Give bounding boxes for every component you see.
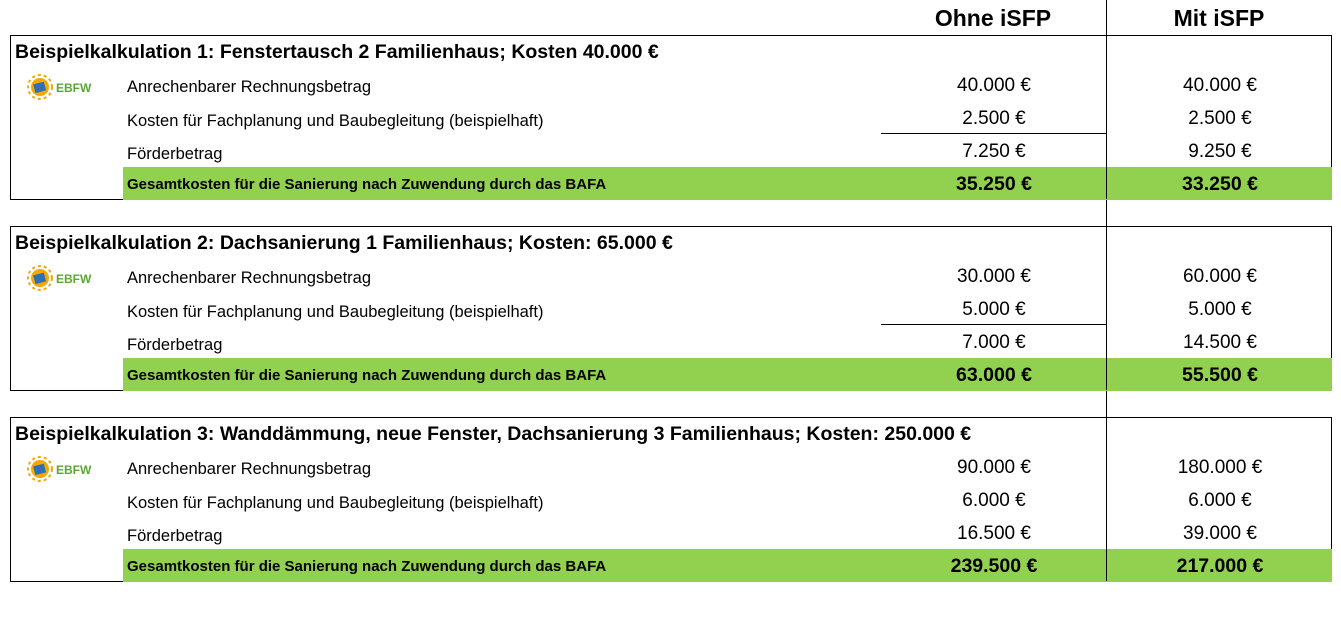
row-label-foerderbetrag: Förderbetrag (127, 145, 223, 163)
ebfw-logo: EBFW (25, 454, 95, 484)
total-ohne: 63.000 € (956, 364, 1032, 386)
value-ohne-foerderbetrag: 7.250 € (962, 141, 1026, 162)
calculation-block-2: Beispielkalkulation 2: Dachsanierung 1 F… (10, 226, 1332, 391)
row-label-fachplanung: Kosten für Fachplanung und Baubegleitung… (127, 303, 544, 321)
value-mit-foerderbetrag: 39.000 € (1183, 523, 1257, 544)
value-ohne-fachplanung: 6.000 € (962, 490, 1026, 511)
gap-divider-1 (1106, 199, 1107, 226)
column-divider-total (1106, 36, 1107, 199)
total-row-highlight (123, 358, 1332, 391)
sun-icon (27, 74, 53, 100)
logo-text: EBFW (56, 463, 92, 477)
calculation-block-1: Beispielkalkulation 1: Fenstertausch 2 F… (10, 35, 1332, 200)
row-label-rechnungsbetrag: Anrechenbarer Rechnungsbetrag (127, 78, 371, 96)
block-title: Beispielkalkulation 1: Fenstertausch 2 F… (15, 41, 659, 63)
value-mit-rechnungsbetrag: 180.000 € (1177, 457, 1263, 478)
value-mit-fachplanung: 5.000 € (1188, 299, 1252, 320)
column-divider-total (1106, 227, 1107, 390)
gap-divider-2 (1106, 390, 1107, 417)
total-label: Gesamtkosten für die Sanierung nach Zuwe… (127, 176, 607, 193)
value-mit-rechnungsbetrag: 60.000 € (1183, 266, 1257, 287)
row-label-rechnungsbetrag: Anrechenbarer Rechnungsbetrag (127, 269, 371, 287)
block-title: Beispielkalkulation 2: Dachsanierung 1 F… (15, 232, 673, 254)
ebfw-logo: EBFW (25, 72, 95, 102)
value-ohne-foerderbetrag: 16.500 € (957, 523, 1031, 544)
sum-line (881, 133, 1107, 134)
sum-line (881, 324, 1107, 325)
total-mit: 55.500 € (1182, 364, 1258, 386)
row-label-fachplanung: Kosten für Fachplanung und Baubegleitung… (127, 494, 544, 512)
column-header-ohne-isfp: Ohne iSFP (934, 5, 1052, 31)
row-label-fachplanung: Kosten für Fachplanung und Baubegleitung… (127, 112, 544, 130)
value-ohne-rechnungsbetrag: 40.000 € (957, 75, 1031, 96)
total-mit: 217.000 € (1176, 555, 1264, 577)
value-ohne-fachplanung: 2.500 € (962, 108, 1026, 129)
row-label-rechnungsbetrag: Anrechenbarer Rechnungsbetrag (127, 460, 371, 478)
block-title: Beispielkalkulation 3: Wanddämmung, neue… (15, 423, 972, 445)
value-mit-rechnungsbetrag: 40.000 € (1183, 75, 1257, 96)
ebfw-logo: EBFW (25, 263, 95, 293)
value-mit-fachplanung: 2.500 € (1188, 108, 1252, 129)
logo-text: EBFW (56, 81, 92, 95)
column-divider-total (1106, 418, 1107, 581)
value-mit-foerderbetrag: 9.250 € (1188, 141, 1252, 162)
value-mit-fachplanung: 6.000 € (1188, 490, 1252, 511)
row-label-foerderbetrag: Förderbetrag (127, 336, 223, 354)
sun-icon (27, 456, 53, 482)
header-divider (1106, 0, 1107, 35)
total-label: Gesamtkosten für die Sanierung nach Zuwe… (127, 558, 607, 575)
logo-text: EBFW (56, 272, 92, 286)
total-ohne: 239.500 € (950, 555, 1038, 577)
value-ohne-rechnungsbetrag: 90.000 € (957, 457, 1031, 478)
calculation-block-3: Beispielkalkulation 3: Wanddämmung, neue… (10, 417, 1332, 582)
total-ohne: 35.250 € (956, 173, 1032, 195)
value-ohne-foerderbetrag: 7.000 € (962, 332, 1026, 353)
value-ohne-rechnungsbetrag: 30.000 € (957, 266, 1031, 287)
sun-icon (27, 265, 53, 291)
value-mit-foerderbetrag: 14.500 € (1183, 332, 1257, 353)
total-mit: 33.250 € (1182, 173, 1258, 195)
total-row-highlight (123, 549, 1332, 582)
total-label: Gesamtkosten für die Sanierung nach Zuwe… (127, 367, 607, 384)
value-ohne-fachplanung: 5.000 € (962, 299, 1026, 320)
total-row-highlight (123, 167, 1332, 200)
row-label-foerderbetrag: Förderbetrag (127, 527, 223, 545)
column-header-mit-isfp: Mit iSFP (1173, 5, 1265, 31)
